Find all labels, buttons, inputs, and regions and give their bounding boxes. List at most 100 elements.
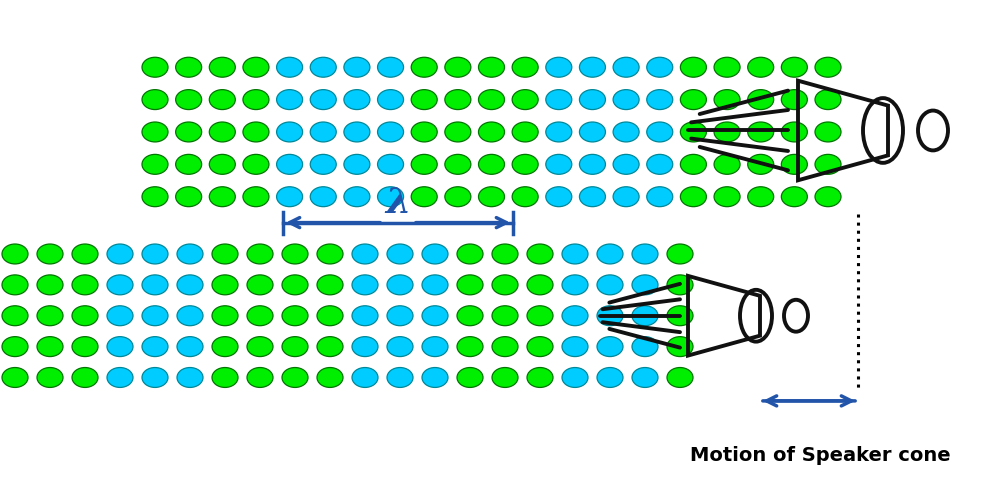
Ellipse shape: [387, 337, 413, 357]
Ellipse shape: [457, 244, 483, 264]
Ellipse shape: [546, 122, 572, 142]
Ellipse shape: [142, 275, 168, 295]
Ellipse shape: [411, 90, 437, 110]
Ellipse shape: [579, 57, 605, 77]
Ellipse shape: [445, 122, 471, 142]
Ellipse shape: [512, 57, 538, 77]
Ellipse shape: [714, 187, 740, 207]
Ellipse shape: [344, 57, 370, 77]
Ellipse shape: [445, 154, 471, 174]
Ellipse shape: [781, 154, 807, 174]
Ellipse shape: [815, 187, 841, 207]
Ellipse shape: [781, 57, 807, 77]
Ellipse shape: [597, 244, 623, 264]
Ellipse shape: [815, 90, 841, 110]
Ellipse shape: [243, 187, 269, 207]
Ellipse shape: [562, 306, 588, 326]
Ellipse shape: [387, 275, 413, 295]
Ellipse shape: [579, 154, 605, 174]
Ellipse shape: [445, 57, 471, 77]
Ellipse shape: [527, 244, 553, 264]
Ellipse shape: [72, 306, 98, 326]
Ellipse shape: [142, 306, 168, 326]
Ellipse shape: [647, 187, 673, 207]
Ellipse shape: [352, 275, 378, 295]
Ellipse shape: [546, 90, 572, 110]
Ellipse shape: [562, 244, 588, 264]
Ellipse shape: [247, 244, 273, 264]
Ellipse shape: [37, 275, 63, 295]
Ellipse shape: [411, 57, 437, 77]
Ellipse shape: [632, 275, 658, 295]
Ellipse shape: [72, 275, 98, 295]
Ellipse shape: [512, 154, 538, 174]
Ellipse shape: [310, 57, 336, 77]
Ellipse shape: [387, 244, 413, 264]
Ellipse shape: [277, 187, 303, 207]
Ellipse shape: [176, 122, 202, 142]
Ellipse shape: [378, 57, 404, 77]
Ellipse shape: [527, 306, 553, 326]
Ellipse shape: [457, 306, 483, 326]
Ellipse shape: [378, 122, 404, 142]
Ellipse shape: [512, 187, 538, 207]
Ellipse shape: [378, 154, 404, 174]
Ellipse shape: [243, 90, 269, 110]
Ellipse shape: [680, 122, 706, 142]
Ellipse shape: [310, 154, 336, 174]
Ellipse shape: [445, 187, 471, 207]
Ellipse shape: [597, 306, 623, 326]
Ellipse shape: [457, 275, 483, 295]
Ellipse shape: [815, 154, 841, 174]
Ellipse shape: [512, 122, 538, 142]
Text: λ: λ: [385, 186, 411, 220]
Ellipse shape: [317, 244, 343, 264]
Ellipse shape: [613, 154, 639, 174]
Ellipse shape: [667, 337, 693, 357]
Ellipse shape: [748, 187, 774, 207]
Ellipse shape: [613, 57, 639, 77]
Ellipse shape: [647, 57, 673, 77]
Ellipse shape: [546, 187, 572, 207]
Ellipse shape: [317, 275, 343, 295]
Ellipse shape: [411, 122, 437, 142]
Ellipse shape: [344, 122, 370, 142]
Ellipse shape: [352, 368, 378, 387]
Ellipse shape: [527, 275, 553, 295]
Ellipse shape: [579, 187, 605, 207]
Ellipse shape: [632, 337, 658, 357]
Ellipse shape: [714, 122, 740, 142]
Ellipse shape: [317, 337, 343, 357]
Ellipse shape: [492, 306, 518, 326]
Ellipse shape: [632, 306, 658, 326]
Ellipse shape: [72, 337, 98, 357]
Ellipse shape: [2, 368, 28, 387]
Ellipse shape: [310, 122, 336, 142]
Ellipse shape: [247, 306, 273, 326]
Ellipse shape: [479, 122, 505, 142]
Ellipse shape: [142, 122, 168, 142]
Ellipse shape: [781, 187, 807, 207]
Ellipse shape: [177, 244, 203, 264]
Ellipse shape: [177, 368, 203, 387]
Ellipse shape: [667, 368, 693, 387]
Ellipse shape: [247, 337, 273, 357]
Ellipse shape: [714, 57, 740, 77]
Ellipse shape: [613, 122, 639, 142]
Ellipse shape: [527, 368, 553, 387]
Ellipse shape: [277, 90, 303, 110]
Ellipse shape: [247, 275, 273, 295]
Ellipse shape: [37, 337, 63, 357]
Ellipse shape: [142, 154, 168, 174]
Ellipse shape: [714, 90, 740, 110]
Ellipse shape: [667, 244, 693, 264]
Ellipse shape: [282, 368, 308, 387]
Ellipse shape: [667, 275, 693, 295]
Ellipse shape: [680, 90, 706, 110]
Ellipse shape: [562, 275, 588, 295]
Ellipse shape: [387, 306, 413, 326]
Ellipse shape: [748, 122, 774, 142]
Ellipse shape: [714, 154, 740, 174]
Ellipse shape: [107, 337, 133, 357]
Ellipse shape: [107, 368, 133, 387]
